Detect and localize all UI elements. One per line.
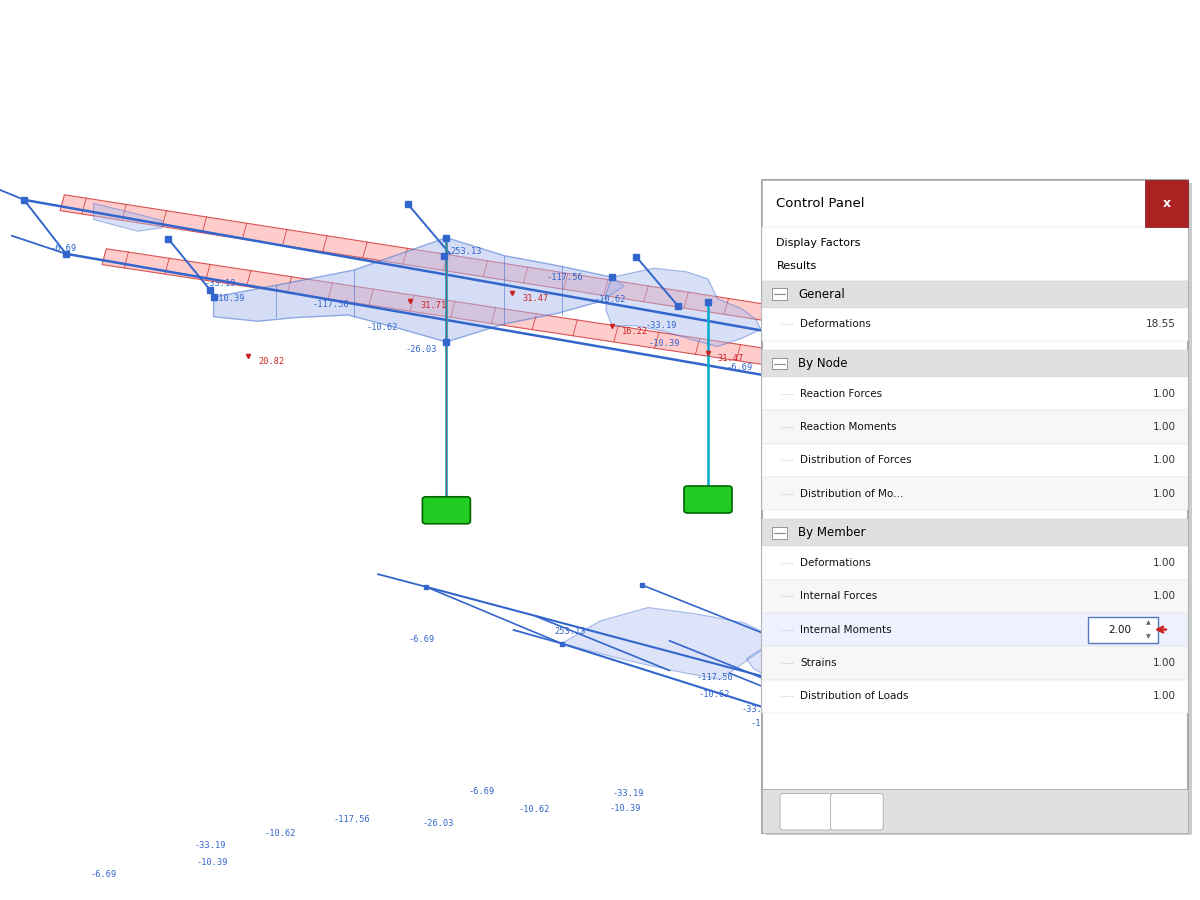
Text: 31.71: 31.71	[794, 392, 821, 400]
Text: General: General	[798, 288, 845, 301]
FancyBboxPatch shape	[762, 613, 1188, 646]
Text: -10.62: -10.62	[264, 829, 295, 838]
Bar	[772, 357, 787, 370]
Text: x: x	[1163, 197, 1170, 210]
Text: 1.00: 1.00	[1153, 658, 1176, 668]
Text: ▼: ▼	[1146, 634, 1151, 639]
Text: Reaction Forces: Reaction Forces	[800, 389, 882, 399]
Text: -10.39: -10.39	[610, 804, 641, 813]
Text: -6.69: -6.69	[726, 363, 752, 372]
Text: 18.55: 18.55	[1146, 320, 1176, 329]
Text: -6.69: -6.69	[798, 739, 824, 748]
FancyBboxPatch shape	[1145, 180, 1188, 227]
FancyBboxPatch shape	[762, 377, 1188, 410]
Polygon shape	[94, 203, 162, 231]
Text: Internal Forces: Internal Forces	[800, 591, 877, 601]
Text: Distribution of Mo...: Distribution of Mo...	[800, 489, 904, 499]
FancyBboxPatch shape	[762, 281, 1188, 308]
Text: 253.13: 253.13	[554, 627, 586, 636]
Text: Results: Results	[776, 261, 817, 271]
Text: -33.19: -33.19	[194, 842, 226, 850]
FancyBboxPatch shape	[762, 680, 1188, 713]
FancyBboxPatch shape	[762, 580, 1188, 613]
Text: 1.00: 1.00	[1153, 691, 1176, 701]
Text: 16.22: 16.22	[622, 327, 648, 336]
Text: -33.19: -33.19	[204, 279, 235, 288]
Text: -117.56: -117.56	[334, 814, 371, 824]
Text: -10.39: -10.39	[214, 294, 245, 303]
Text: Distribution of Loads: Distribution of Loads	[800, 691, 908, 701]
FancyBboxPatch shape	[780, 794, 833, 830]
FancyBboxPatch shape	[762, 477, 1188, 510]
Text: 1.00: 1.00	[1153, 558, 1176, 568]
Polygon shape	[746, 639, 886, 702]
Text: 1.00: 1.00	[1153, 422, 1176, 432]
FancyBboxPatch shape	[766, 183, 1192, 835]
Text: 1.00: 1.00	[1153, 455, 1176, 465]
Text: Deformations: Deformations	[800, 320, 871, 329]
Text: -10.62: -10.62	[366, 323, 397, 332]
Text: -6.69: -6.69	[408, 634, 434, 644]
Text: 31.71: 31.71	[420, 302, 446, 310]
Text: -117.56: -117.56	[696, 673, 733, 682]
Bar	[772, 288, 787, 301]
Polygon shape	[102, 248, 845, 376]
Polygon shape	[562, 608, 778, 680]
Text: 253.13: 253.13	[450, 248, 481, 256]
Text: Strains: Strains	[800, 658, 838, 668]
Text: 2.00: 2.00	[1109, 625, 1132, 634]
FancyBboxPatch shape	[762, 444, 1188, 477]
Polygon shape	[214, 238, 624, 342]
Text: Deformations: Deformations	[800, 558, 871, 568]
Text: -33.19: -33.19	[646, 321, 677, 330]
FancyBboxPatch shape	[762, 789, 1188, 832]
Text: By Node: By Node	[798, 357, 847, 370]
Text: Control Panel: Control Panel	[776, 197, 865, 210]
Text: -33.19: -33.19	[612, 789, 643, 798]
Text: Display Factors: Display Factors	[776, 238, 860, 248]
Text: -10.62: -10.62	[518, 806, 550, 814]
Text: -117.56: -117.56	[546, 273, 583, 282]
Text: 1.00: 1.00	[1153, 489, 1176, 499]
Text: -10.39: -10.39	[197, 858, 228, 867]
Text: -10.39: -10.39	[750, 719, 781, 728]
FancyBboxPatch shape	[422, 497, 470, 524]
Text: Reaction Moments: Reaction Moments	[800, 422, 896, 432]
FancyBboxPatch shape	[684, 486, 732, 513]
FancyBboxPatch shape	[762, 308, 1188, 341]
Text: Distribution of Forces: Distribution of Forces	[800, 455, 912, 465]
FancyBboxPatch shape	[762, 180, 1188, 833]
Text: -10.62: -10.62	[594, 295, 625, 304]
FancyBboxPatch shape	[762, 646, 1188, 680]
Text: ▲: ▲	[1146, 620, 1151, 625]
Text: 1.00: 1.00	[1153, 591, 1176, 601]
Bar	[772, 527, 787, 539]
Text: -6.69: -6.69	[468, 788, 494, 796]
FancyBboxPatch shape	[762, 410, 1188, 444]
FancyBboxPatch shape	[830, 794, 883, 830]
Text: -10.62: -10.62	[698, 690, 730, 699]
Text: -117.56: -117.56	[312, 300, 349, 309]
Text: -6.69: -6.69	[50, 244, 77, 253]
Text: -10.39: -10.39	[648, 339, 679, 348]
Text: 20.82: 20.82	[258, 357, 284, 366]
FancyBboxPatch shape	[762, 180, 1188, 227]
Polygon shape	[60, 194, 791, 324]
Text: 31.47: 31.47	[718, 354, 744, 363]
FancyBboxPatch shape	[762, 546, 1188, 580]
Text: By Member: By Member	[798, 526, 865, 539]
FancyBboxPatch shape	[762, 227, 1188, 281]
Text: 31.47: 31.47	[522, 294, 548, 303]
Text: -33.19: -33.19	[742, 705, 773, 714]
FancyBboxPatch shape	[1088, 616, 1158, 643]
FancyBboxPatch shape	[762, 350, 1188, 377]
Polygon shape	[606, 268, 761, 346]
Text: Internal Moments: Internal Moments	[800, 625, 892, 634]
Text: -26.03: -26.03	[406, 345, 437, 354]
Text: -6.69: -6.69	[780, 628, 806, 637]
FancyBboxPatch shape	[762, 519, 1188, 546]
Text: 1.00: 1.00	[1153, 389, 1176, 399]
Text: -6.69: -6.69	[90, 870, 116, 879]
Text: -26.03: -26.03	[422, 819, 454, 828]
